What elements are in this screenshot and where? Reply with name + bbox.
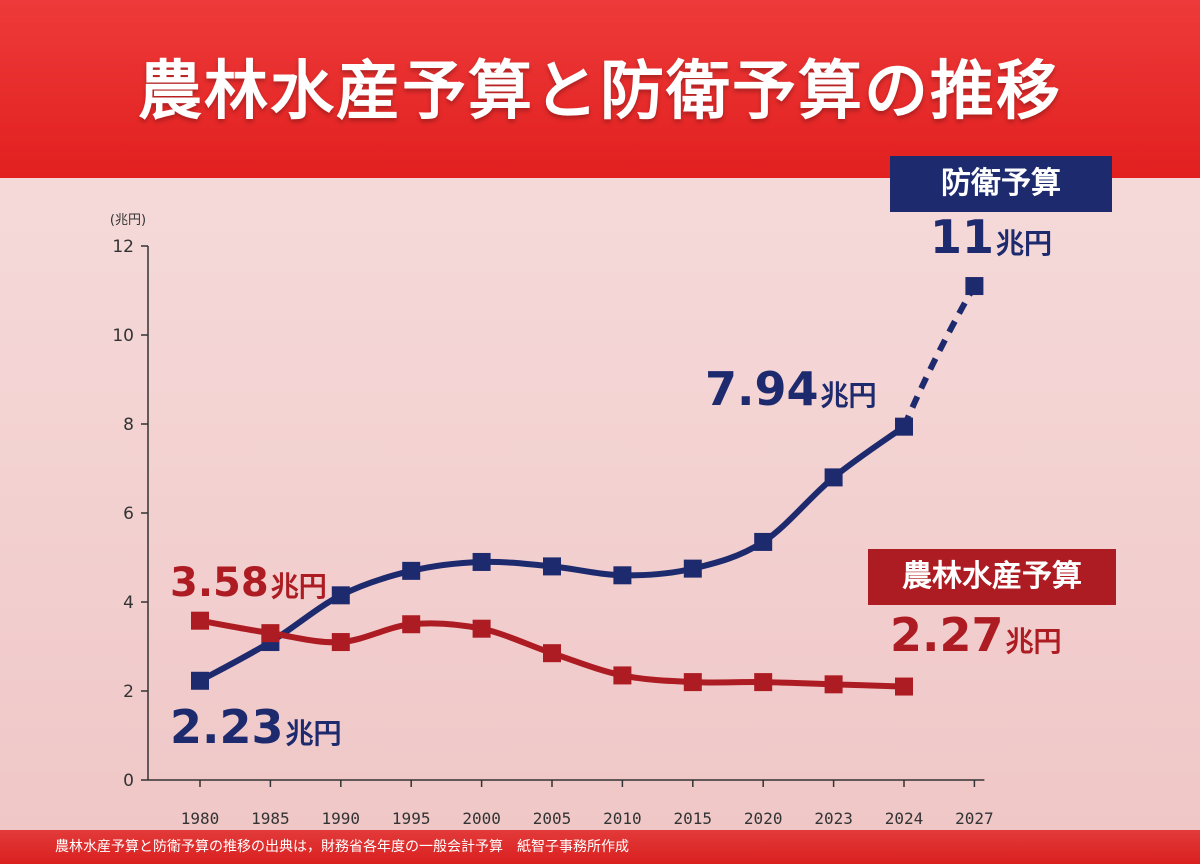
defense-point-1990 bbox=[331, 586, 350, 605]
defense-point-2000 bbox=[472, 552, 491, 571]
x-tick-label: 2015 bbox=[674, 809, 713, 828]
footer-band bbox=[0, 830, 1200, 864]
defense-2027-value: 11 bbox=[930, 210, 995, 264]
y-tick-label: 0 bbox=[123, 771, 134, 791]
y-axis-unit-label: (兆円) bbox=[110, 213, 146, 228]
agriculture-point-1985 bbox=[261, 624, 280, 643]
defense-2027-unit: 兆円 bbox=[996, 227, 1053, 260]
agriculture-point-1990 bbox=[331, 633, 350, 652]
agriculture-point-2000 bbox=[472, 619, 491, 638]
defense-point-2023 bbox=[824, 468, 843, 487]
defense-point-2015 bbox=[683, 559, 702, 578]
defense-1980-unit: 兆円 bbox=[285, 717, 342, 750]
agriculture-point-2010 bbox=[613, 666, 632, 685]
defense-series-label: 防衛予算 bbox=[890, 156, 1112, 212]
x-tick-label: 2000 bbox=[462, 809, 501, 828]
y-tick-label: 6 bbox=[123, 504, 134, 524]
x-tick-label: 2023 bbox=[814, 809, 853, 828]
agri-1980-annotation: 3.58兆円 bbox=[170, 560, 327, 606]
agriculture-point-2005 bbox=[543, 644, 561, 663]
page-title: 農林水産予算と防衛予算の推移 bbox=[138, 55, 1062, 129]
defense-point-1995 bbox=[402, 561, 421, 580]
agri-2024-unit: 兆円 bbox=[1005, 625, 1062, 658]
x-tick-label: 2010 bbox=[603, 809, 642, 828]
agri-1980-value: 3.58 bbox=[170, 560, 269, 606]
defense-2024-value: 7.94 bbox=[705, 362, 819, 416]
y-tick-label: 12 bbox=[112, 237, 134, 257]
defense-point-1980 bbox=[191, 671, 209, 690]
x-tick-label: 1990 bbox=[322, 809, 361, 828]
agri-1980-unit: 兆円 bbox=[270, 570, 327, 603]
defense-point-2010 bbox=[613, 566, 632, 585]
x-tick-label: 1995 bbox=[392, 809, 431, 828]
y-tick-label: 10 bbox=[112, 326, 134, 346]
y-tick-label: 8 bbox=[123, 415, 134, 435]
defense-1980-annotation: 2.23兆円 bbox=[170, 700, 342, 754]
defense-series-line bbox=[197, 423, 907, 684]
x-tick-label: 1980 bbox=[181, 809, 220, 828]
defense-2024-annotation: 7.94兆円 bbox=[705, 362, 877, 416]
defense-point-2005 bbox=[543, 557, 561, 576]
agriculture-point-2015 bbox=[683, 673, 702, 692]
agriculture-point-2024 bbox=[895, 677, 913, 696]
x-tick-label: 1985 bbox=[251, 809, 290, 828]
defense-2024-unit: 兆円 bbox=[820, 379, 877, 412]
agriculture-point-1980 bbox=[191, 611, 209, 630]
x-tick-label: 2027 bbox=[955, 809, 994, 828]
x-tick-label: 2020 bbox=[744, 809, 783, 828]
agriculture-series-label: 農林水産予算 bbox=[868, 549, 1116, 605]
defense-point-2027 bbox=[965, 277, 984, 296]
x-tick-label: 2024 bbox=[885, 809, 924, 828]
agriculture-point-2020 bbox=[754, 673, 773, 692]
defense-projection-line bbox=[901, 284, 978, 428]
y-tick-label: 2 bbox=[123, 682, 134, 702]
defense-2027-annotation: 11兆円 bbox=[930, 210, 1052, 264]
y-tick-label: 4 bbox=[123, 593, 134, 613]
defense-1980-value: 2.23 bbox=[170, 700, 284, 754]
defense-point-2024 bbox=[895, 417, 913, 436]
x-tick-label: 2005 bbox=[533, 809, 572, 828]
agriculture-point-2023 bbox=[824, 675, 843, 694]
title-banner bbox=[0, 0, 1200, 178]
agriculture-point-1995 bbox=[402, 615, 421, 634]
defense-point-2020 bbox=[754, 532, 773, 551]
agri-2024-annotation: 2.27兆円 bbox=[890, 608, 1062, 662]
source-footnote: 農林水産予算と防衛予算の推移の出典は，財務省各年度の一般会計予算 紙智子事務所作… bbox=[55, 839, 629, 855]
agri-2024-value: 2.27 bbox=[890, 608, 1004, 662]
